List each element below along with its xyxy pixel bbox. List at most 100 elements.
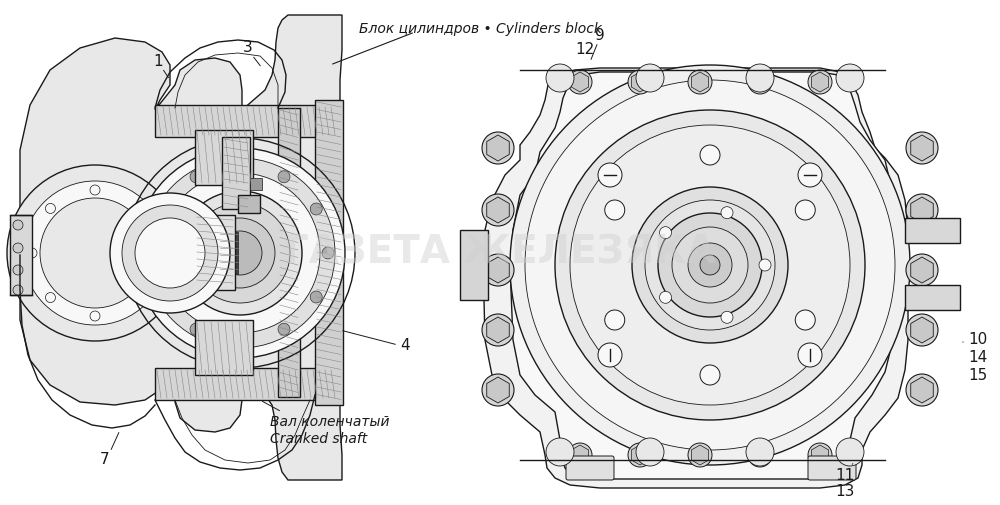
- Circle shape: [13, 220, 23, 230]
- Circle shape: [808, 70, 832, 94]
- Bar: [250, 178, 262, 190]
- Circle shape: [40, 198, 150, 308]
- Text: ГАЗЕТА ЖЕЛЕЗЯКА: ГАЗЕТА ЖЕЛЕЗЯКА: [284, 234, 716, 272]
- Text: 14: 14: [968, 350, 987, 366]
- Bar: [460, 230, 488, 300]
- Circle shape: [605, 310, 625, 330]
- Text: 11: 11: [835, 468, 855, 483]
- Bar: [905, 218, 960, 243]
- Circle shape: [135, 204, 145, 214]
- Circle shape: [568, 70, 592, 94]
- Circle shape: [906, 374, 938, 406]
- Circle shape: [795, 310, 815, 330]
- Circle shape: [158, 203, 170, 215]
- Circle shape: [660, 291, 672, 304]
- Circle shape: [135, 148, 345, 358]
- Circle shape: [605, 200, 625, 220]
- Circle shape: [234, 159, 246, 171]
- Bar: [195, 320, 253, 375]
- Circle shape: [555, 110, 865, 420]
- Circle shape: [90, 185, 100, 195]
- Text: 10: 10: [968, 332, 987, 347]
- Text: Вал коленчатый: Вал коленчатый: [270, 415, 390, 429]
- FancyBboxPatch shape: [566, 456, 614, 480]
- Circle shape: [636, 64, 664, 92]
- Circle shape: [160, 173, 320, 333]
- Circle shape: [748, 443, 772, 467]
- Circle shape: [205, 218, 275, 288]
- Bar: [195, 130, 253, 185]
- Circle shape: [906, 314, 938, 346]
- Circle shape: [688, 70, 712, 94]
- Bar: [220, 232, 238, 274]
- Circle shape: [482, 374, 514, 406]
- Text: 15: 15: [968, 369, 987, 383]
- Circle shape: [906, 194, 938, 226]
- Bar: [155, 368, 340, 400]
- Circle shape: [190, 323, 202, 335]
- Circle shape: [146, 247, 158, 259]
- Bar: [278, 108, 300, 397]
- Circle shape: [672, 227, 748, 303]
- Circle shape: [13, 243, 23, 253]
- Circle shape: [700, 255, 720, 275]
- Circle shape: [13, 265, 23, 275]
- Circle shape: [628, 443, 652, 467]
- Circle shape: [190, 171, 202, 183]
- Circle shape: [748, 70, 772, 94]
- Circle shape: [135, 292, 145, 302]
- Circle shape: [13, 285, 23, 295]
- Circle shape: [482, 194, 514, 226]
- Circle shape: [482, 132, 514, 164]
- Circle shape: [122, 205, 218, 301]
- Circle shape: [546, 438, 574, 466]
- Polygon shape: [483, 68, 908, 488]
- Circle shape: [145, 158, 335, 348]
- Circle shape: [632, 187, 788, 343]
- Circle shape: [7, 165, 183, 341]
- Circle shape: [110, 193, 230, 313]
- Circle shape: [721, 311, 733, 323]
- Circle shape: [322, 247, 334, 259]
- Circle shape: [568, 443, 592, 467]
- Circle shape: [658, 213, 762, 317]
- Circle shape: [510, 65, 910, 465]
- Circle shape: [546, 64, 574, 92]
- Bar: [238, 195, 260, 213]
- Polygon shape: [20, 15, 342, 480]
- Circle shape: [570, 125, 850, 405]
- Text: 13: 13: [835, 484, 855, 499]
- Circle shape: [645, 200, 775, 330]
- Text: 12: 12: [575, 42, 595, 58]
- Text: Блок цилиндров • Cylinders block: Блок цилиндров • Cylinders block: [359, 22, 601, 36]
- Text: Cranked shaft: Cranked shaft: [270, 432, 367, 446]
- Circle shape: [158, 291, 170, 303]
- Circle shape: [234, 335, 246, 347]
- Circle shape: [598, 343, 622, 367]
- Bar: [905, 285, 960, 310]
- Circle shape: [798, 163, 822, 187]
- Circle shape: [798, 343, 822, 367]
- Circle shape: [190, 203, 290, 303]
- Circle shape: [23, 181, 167, 325]
- Circle shape: [721, 207, 733, 219]
- Circle shape: [482, 314, 514, 346]
- Circle shape: [27, 248, 37, 258]
- Circle shape: [906, 132, 938, 164]
- Bar: [315, 100, 343, 405]
- Circle shape: [700, 365, 720, 385]
- Circle shape: [636, 438, 664, 466]
- Bar: [222, 137, 250, 209]
- Circle shape: [688, 243, 732, 287]
- Circle shape: [836, 64, 864, 92]
- Circle shape: [310, 291, 322, 303]
- Circle shape: [598, 163, 622, 187]
- Text: 1: 1: [153, 55, 163, 70]
- Bar: [155, 105, 340, 137]
- Circle shape: [153, 248, 163, 258]
- Circle shape: [310, 203, 322, 215]
- Circle shape: [278, 323, 290, 335]
- Circle shape: [278, 171, 290, 183]
- Circle shape: [746, 64, 774, 92]
- Circle shape: [178, 191, 302, 315]
